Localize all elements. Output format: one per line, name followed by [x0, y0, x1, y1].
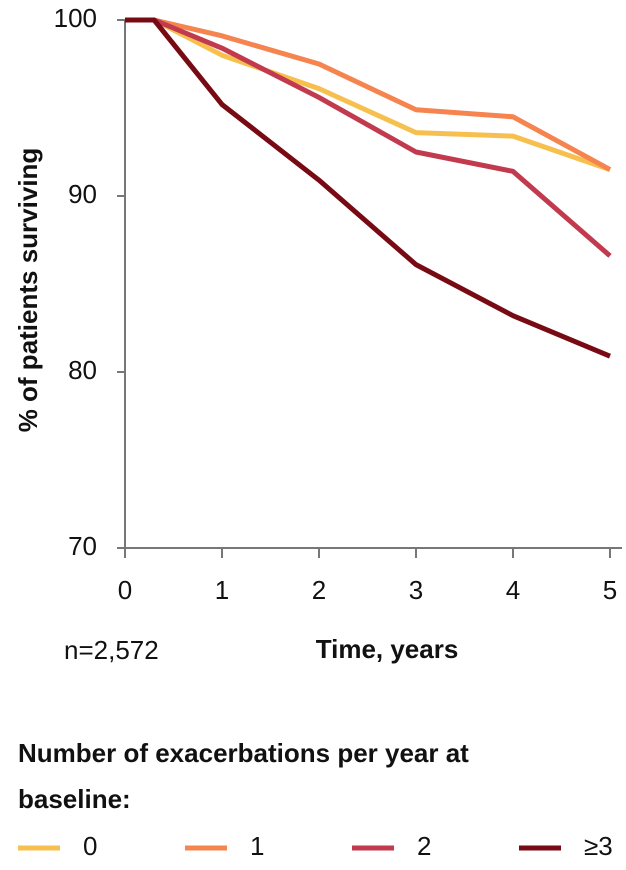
y-tick-label: 70 — [68, 531, 97, 561]
legend-label: ≥3 — [584, 831, 613, 861]
legend-title: Number of exacerbations per year at base… — [18, 738, 469, 814]
annotation: n=2,572 — [64, 635, 159, 665]
y-tick-label: 80 — [68, 355, 97, 385]
y-tick-label: 100 — [54, 3, 97, 33]
y-axis-label: % of patients surviving — [13, 148, 43, 433]
series-line — [125, 17, 611, 359]
legend-label: 1 — [250, 831, 264, 861]
x-tick-label: 5 — [603, 575, 617, 605]
x-axis-label: Time, years — [316, 634, 459, 664]
legend-label: 0 — [83, 831, 97, 861]
x-tick-label: 2 — [312, 575, 326, 605]
x-tick-label: 0 — [118, 575, 132, 605]
legend-label: 2 — [417, 831, 431, 861]
series-line — [125, 17, 611, 172]
x-tick-label: 1 — [215, 575, 229, 605]
y-tick-label: 90 — [68, 179, 97, 209]
x-tick-label: 3 — [409, 575, 423, 605]
x-tick-label: 4 — [506, 575, 520, 605]
